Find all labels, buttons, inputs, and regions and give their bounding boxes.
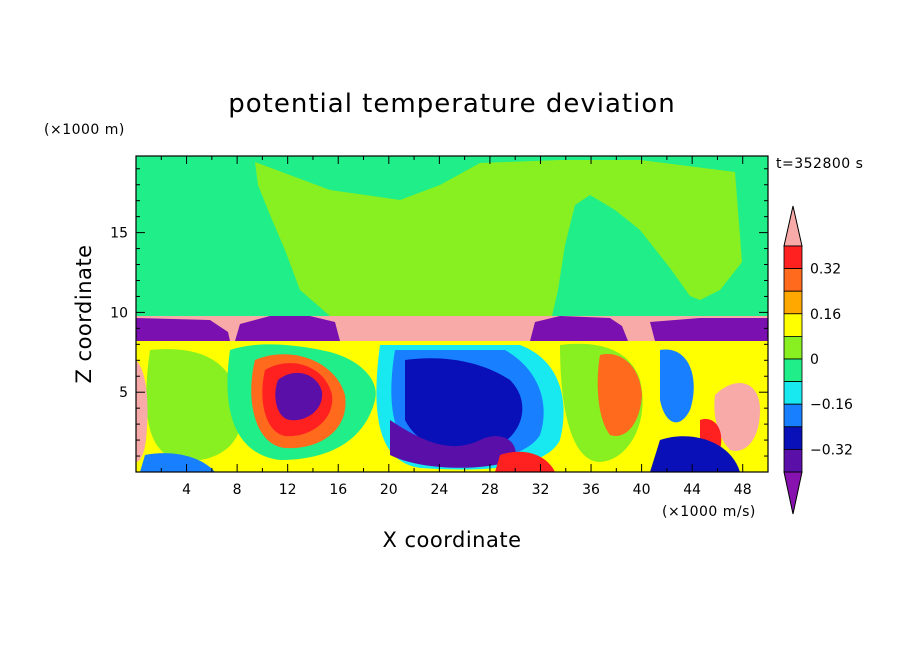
x-tick-label: 40 [633, 482, 651, 498]
x-tick-label: 44 [683, 482, 701, 498]
y-axis: 5 10 15 [110, 168, 768, 457]
x-axis: 4 8 12 16 20 24 28 32 36 40 44 48 [160, 156, 752, 498]
field-lower-structures [136, 343, 760, 472]
colorbar-segment [783, 335, 803, 360]
colorbar-label: 0 [810, 352, 819, 368]
field-inversion-dark [136, 316, 768, 341]
colorbar-segment [783, 381, 803, 405]
colorbar-label: 0.16 [810, 307, 841, 323]
y-tick-label: 10 [110, 305, 128, 321]
x-axis-label: X coordinate [382, 528, 521, 552]
x-tick-label: 4 [182, 482, 191, 498]
x-tick-label: 48 [734, 482, 752, 498]
colorbar-label: 0.32 [810, 262, 841, 278]
x-tick-label: 20 [380, 482, 398, 498]
colorbar-segment [783, 403, 803, 428]
y-unit-label: (×1000 m) [44, 122, 125, 138]
x-tick-label: 36 [582, 482, 600, 498]
colorbar-segment [783, 426, 803, 450]
colorbar-segment [783, 245, 803, 270]
x-tick-label: 8 [233, 482, 242, 498]
chart-title: potential temperature deviation [228, 89, 675, 119]
x-tick-label: 32 [532, 482, 550, 498]
colorbar-segment [783, 268, 803, 292]
x-tick-label: 16 [329, 482, 347, 498]
colorbar-top-arrow [783, 205, 803, 247]
x-unit-label: (×1000 m/s) [662, 504, 756, 520]
y-tick-label: 15 [110, 226, 128, 242]
y-axis-label: Z coordinate [72, 244, 96, 383]
field-plot [136, 156, 768, 472]
plot-frame [135, 155, 769, 473]
colorbar-label: −0.32 [810, 442, 853, 458]
time-label: t=352800 s [776, 156, 863, 172]
x-tick-label: 24 [430, 482, 448, 498]
field-upper-plume [255, 160, 742, 316]
colorbar: 0.32 0.16 0 −0.16 −0.32 [783, 205, 853, 515]
colorbar-label: −0.16 [810, 397, 853, 413]
colorbar-bottom-arrow [783, 471, 803, 515]
colorbar-segment [783, 358, 803, 383]
colorbar-segment [783, 290, 803, 315]
y-tick-label: 5 [119, 385, 128, 401]
colorbar-segment [783, 313, 803, 337]
colorbar-segment [783, 448, 803, 473]
x-tick-label: 28 [481, 482, 499, 498]
x-tick-label: 12 [279, 482, 297, 498]
